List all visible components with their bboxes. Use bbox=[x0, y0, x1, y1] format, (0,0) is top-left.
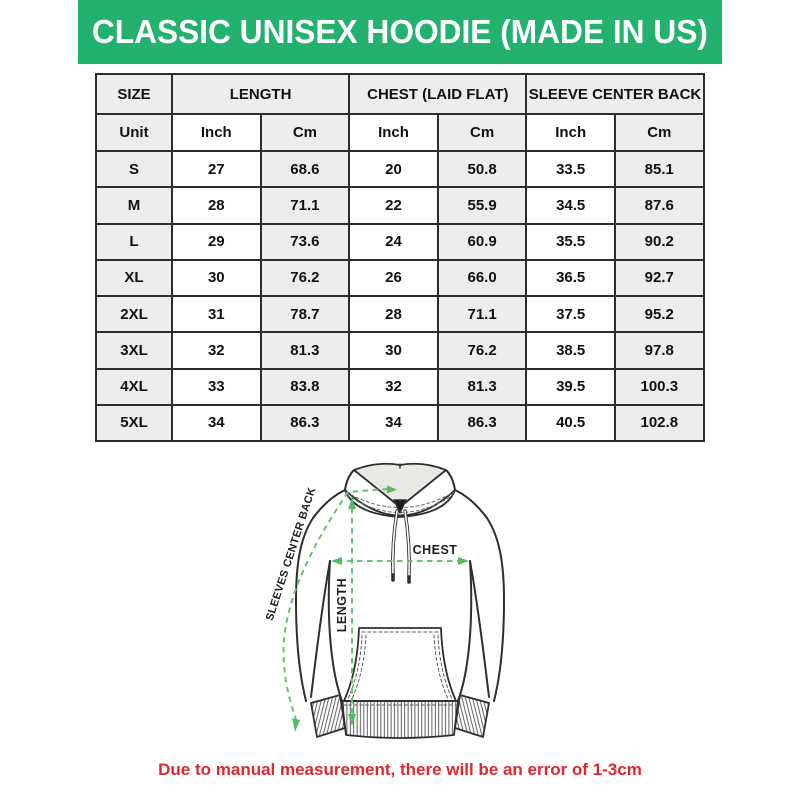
value-cell: 81.3 bbox=[259, 331, 351, 370]
value-cell: 33.5 bbox=[525, 149, 616, 189]
value-cell: 90.2 bbox=[613, 222, 705, 261]
hoodie-outline bbox=[295, 462, 505, 739]
value-cell: 60.9 bbox=[436, 222, 528, 261]
chest-label: CHEST bbox=[413, 543, 458, 557]
measurement-lines bbox=[282, 488, 463, 720]
table-row: M 28 71.1 22 55.9 34.5 87.6 bbox=[95, 186, 705, 225]
col-header-sleeve: SLEEVE CENTER BACK bbox=[525, 73, 705, 115]
value-cell: 26 bbox=[348, 258, 439, 298]
right-cuff bbox=[454, 694, 490, 738]
col-header-length: LENGTH bbox=[170, 73, 351, 115]
value-cell: 38.5 bbox=[525, 331, 616, 370]
value-cell: 85.1 bbox=[613, 149, 705, 189]
value-cell: 83.8 bbox=[259, 367, 351, 406]
size-cell: 5XL bbox=[95, 403, 173, 443]
value-cell: 24 bbox=[348, 222, 439, 261]
value-cell: 37.5 bbox=[525, 294, 616, 334]
unit-cell: Inch bbox=[348, 113, 439, 152]
col-header-chest: CHEST (LAID FLAT) bbox=[348, 73, 528, 115]
size-chart-table: SIZE LENGTH CHEST (LAID FLAT) SLEEVE CEN… bbox=[95, 73, 705, 443]
title-banner: CLASSIC UNISEX HOODIE (MADE IN US) bbox=[78, 0, 722, 64]
left-cuff bbox=[310, 694, 346, 738]
value-cell: 27 bbox=[171, 149, 262, 189]
value-cell: 40.5 bbox=[525, 403, 616, 443]
unit-cell: Cm bbox=[613, 113, 705, 152]
value-cell: 97.8 bbox=[613, 331, 705, 370]
hem-band bbox=[341, 700, 459, 739]
value-cell: 32 bbox=[171, 331, 262, 370]
value-cell: 20 bbox=[348, 149, 439, 189]
length-label: LENGTH bbox=[335, 578, 349, 632]
pocket bbox=[343, 627, 457, 702]
size-cell: 3XL bbox=[95, 331, 173, 370]
unit-row: Unit Inch Cm Inch Cm Inch Cm bbox=[95, 113, 705, 152]
table-row: 4XL 33 83.8 32 81.3 39.5 100.3 bbox=[95, 367, 705, 406]
size-cell: 4XL bbox=[95, 367, 173, 406]
drawstrings bbox=[391, 509, 411, 584]
value-cell: 34 bbox=[171, 403, 262, 443]
value-cell: 31 bbox=[171, 294, 262, 334]
right-sleeve bbox=[486, 517, 505, 702]
sleeve-measure-line bbox=[282, 488, 389, 720]
value-cell: 100.3 bbox=[613, 367, 705, 406]
hoodie-diagram: CHEST LENGTH SLEEVES CENTER BACK bbox=[264, 462, 505, 739]
value-cell: 33 bbox=[171, 367, 262, 406]
value-cell: 66.0 bbox=[436, 258, 528, 298]
measurement-error-note: Due to manual measurement, there will be… bbox=[158, 760, 642, 779]
value-cell: 32 bbox=[348, 367, 439, 406]
table-row: XL 30 76.2 26 66.0 36.5 92.7 bbox=[95, 258, 705, 298]
value-cell: 78.7 bbox=[259, 294, 351, 334]
size-cell: 2XL bbox=[95, 294, 173, 334]
size-cell: XL bbox=[95, 258, 173, 298]
unit-cell: Inch bbox=[525, 113, 616, 152]
size-cell: S bbox=[95, 149, 173, 189]
value-cell: 92.7 bbox=[613, 258, 705, 298]
value-cell: 86.3 bbox=[259, 403, 351, 443]
value-cell: 81.3 bbox=[436, 367, 528, 406]
value-cell: 71.1 bbox=[436, 294, 528, 334]
table-row: 5XL 34 86.3 34 86.3 40.5 102.8 bbox=[95, 403, 705, 443]
hood-collar bbox=[344, 489, 456, 518]
table-row: S 27 68.6 20 50.8 33.5 85.1 bbox=[95, 149, 705, 189]
value-cell: 30 bbox=[348, 331, 439, 370]
col-header-size: SIZE bbox=[95, 73, 173, 115]
value-cell: 36.5 bbox=[525, 258, 616, 298]
value-cell: 28 bbox=[171, 186, 262, 225]
value-cell: 73.6 bbox=[259, 222, 351, 261]
unit-cell: Inch bbox=[171, 113, 262, 152]
measurement-arrowheads bbox=[292, 485, 469, 732]
page-title: CLASSIC UNISEX HOODIE (MADE IN US) bbox=[91, 13, 709, 50]
unit-cell: Cm bbox=[259, 113, 351, 152]
value-cell: 102.8 bbox=[613, 403, 705, 443]
table-row: 3XL 32 81.3 30 76.2 38.5 97.8 bbox=[95, 331, 705, 370]
table-row: L 29 73.6 24 60.9 35.5 90.2 bbox=[95, 222, 705, 261]
value-cell: 28 bbox=[348, 294, 439, 334]
value-cell: 30 bbox=[171, 258, 262, 298]
unit-cell: Unit bbox=[95, 113, 173, 152]
value-cell: 39.5 bbox=[525, 367, 616, 406]
value-cell: 68.6 bbox=[259, 149, 351, 189]
value-cell: 29 bbox=[171, 222, 262, 261]
table-row: 2XL 31 78.7 28 71.1 37.5 95.2 bbox=[95, 294, 705, 334]
header-row: SIZE LENGTH CHEST (LAID FLAT) SLEEVE CEN… bbox=[95, 73, 705, 115]
value-cell: 71.1 bbox=[259, 186, 351, 225]
left-sleeve bbox=[295, 517, 314, 702]
size-chart: SIZE LENGTH CHEST (LAID FLAT) SLEEVE CEN… bbox=[95, 73, 705, 443]
value-cell: 95.2 bbox=[613, 294, 705, 334]
value-cell: 76.2 bbox=[436, 331, 528, 370]
size-cell: M bbox=[95, 186, 173, 225]
value-cell: 76.2 bbox=[259, 258, 351, 298]
neck-v bbox=[393, 499, 407, 514]
size-cell: L bbox=[95, 222, 173, 261]
value-cell: 34.5 bbox=[525, 186, 616, 225]
value-cell: 86.3 bbox=[436, 403, 528, 443]
value-cell: 87.6 bbox=[613, 186, 705, 225]
value-cell: 22 bbox=[348, 186, 439, 225]
value-cell: 55.9 bbox=[436, 186, 528, 225]
value-cell: 50.8 bbox=[436, 149, 528, 189]
unit-cell: Cm bbox=[436, 113, 528, 152]
value-cell: 34 bbox=[348, 403, 439, 443]
value-cell: 35.5 bbox=[525, 222, 616, 261]
